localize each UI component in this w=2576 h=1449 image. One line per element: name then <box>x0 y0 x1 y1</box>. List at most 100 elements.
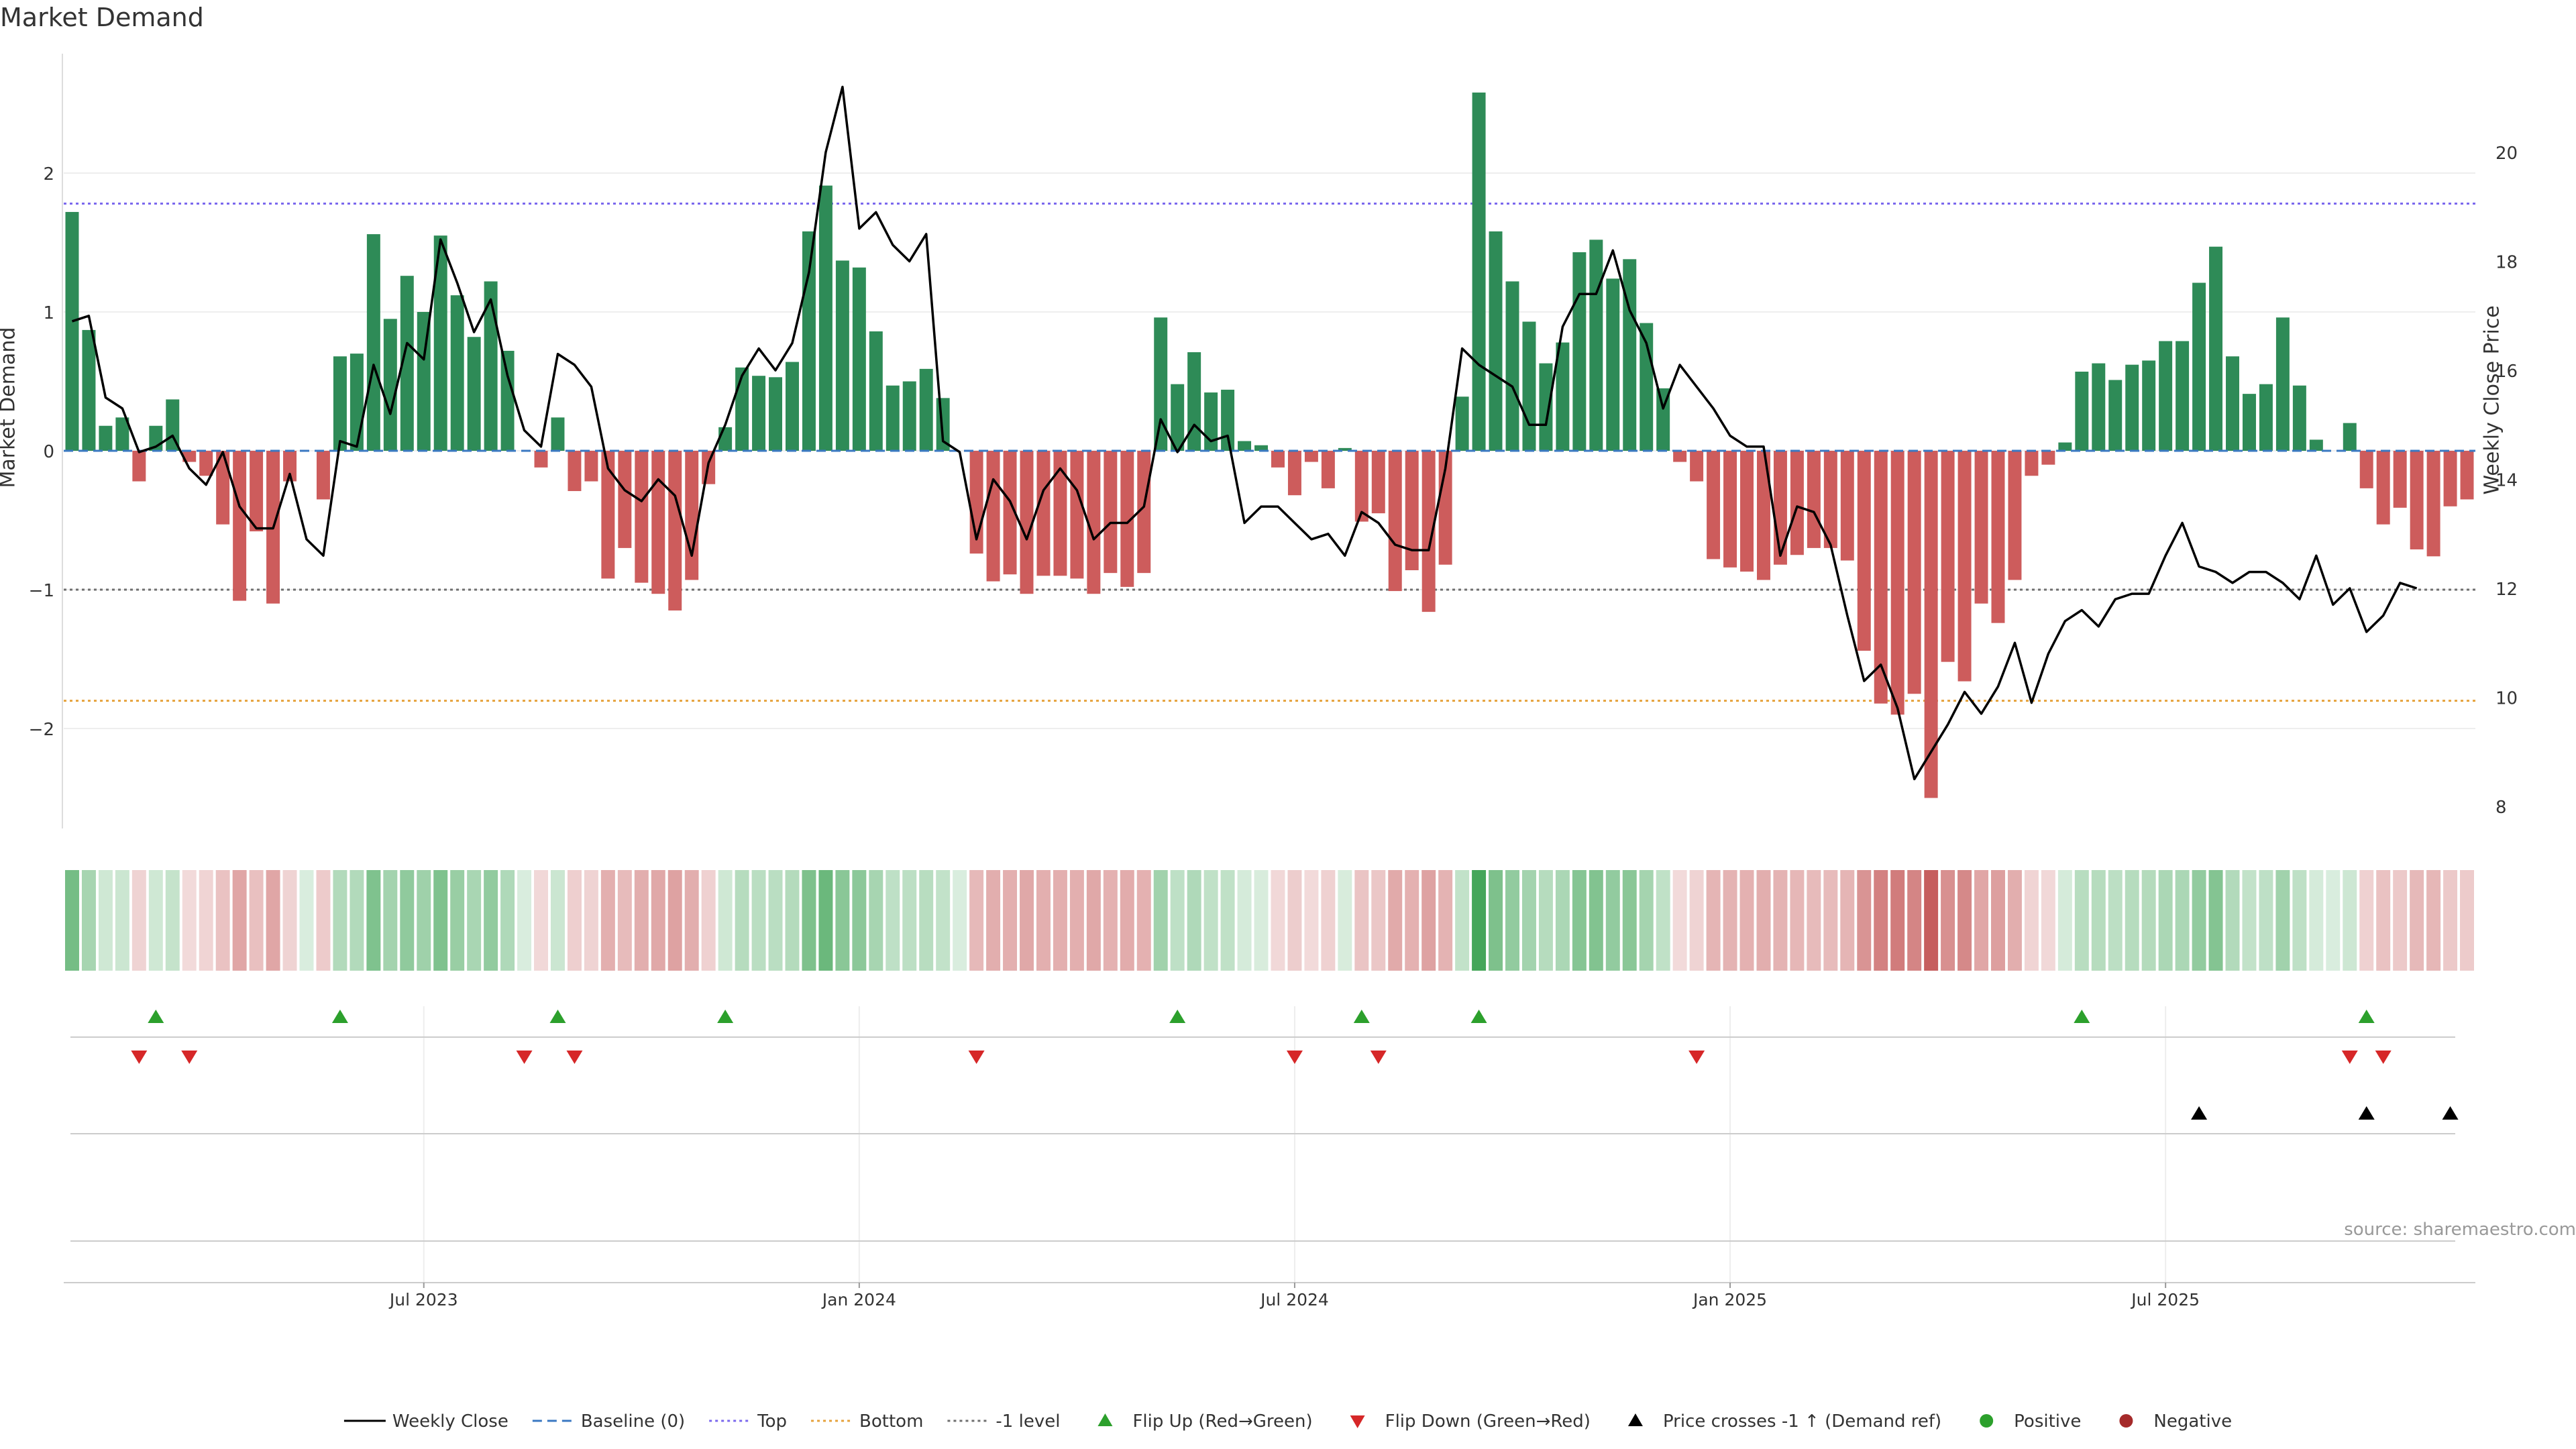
heat-cell <box>98 870 113 971</box>
flip-up-marker <box>1470 1010 1487 1023</box>
y-tick-right-label: 16 <box>2496 362 2518 382</box>
heat-cell <box>1890 870 1905 971</box>
heat-cell <box>1840 870 1855 971</box>
heat-cell <box>2057 870 2072 971</box>
demand-bar <box>1421 451 1436 612</box>
heat-cell <box>1472 870 1487 971</box>
heat-cell <box>1338 870 1352 971</box>
demand-bar <box>752 376 766 451</box>
demand-bar <box>1606 278 1620 451</box>
heat-cell <box>1053 870 1067 971</box>
heat-cell <box>1020 870 1034 971</box>
price-cross-marker <box>2191 1106 2208 1120</box>
heat-cell <box>1521 870 1536 971</box>
demand-bar <box>1957 451 1972 682</box>
legend-negative-symbol <box>2119 1414 2133 1428</box>
demand-bar <box>1874 451 1888 704</box>
heat-cell <box>1689 870 1704 971</box>
y-tick-left-label: 0 <box>43 442 54 462</box>
heat-cell <box>2309 870 2324 971</box>
heat-cell <box>450 870 465 971</box>
demand-bar <box>2092 363 2106 451</box>
heat-cell <box>2426 870 2441 971</box>
y-tick-left-label: −2 <box>29 720 54 740</box>
heat-cell <box>1170 870 1185 971</box>
heat-cell <box>2393 870 2408 971</box>
demand-bar <box>1572 252 1587 451</box>
demand-bar <box>885 385 900 451</box>
demand-bar <box>1707 451 1721 559</box>
demand-bar <box>735 367 749 451</box>
weekly-close-line <box>71 85 2418 781</box>
heat-cell <box>919 870 934 971</box>
heat-cell <box>1086 870 1101 971</box>
demand-bar <box>1823 451 1837 548</box>
heat-cell <box>1538 870 1553 971</box>
flip-up-marker <box>1353 1010 1370 1023</box>
heat-cell <box>2091 870 2106 971</box>
heat-cell <box>1304 870 1319 971</box>
flip-down-marker <box>131 1051 148 1064</box>
heat-cell <box>718 870 733 971</box>
demand-bar <box>1740 451 1754 572</box>
x-tick-label: Jul 2024 <box>1259 1290 1329 1309</box>
heat-cell <box>1589 870 1603 971</box>
demand-bar <box>1405 451 1419 571</box>
heat-cell <box>1924 870 1939 971</box>
demand-bar <box>417 312 431 451</box>
heat-cell <box>148 870 163 971</box>
demand-bar <box>65 211 79 451</box>
demand-bar <box>919 368 933 451</box>
heat-cell <box>1489 870 1503 971</box>
heat-cell <box>1572 870 1587 971</box>
demand-bar <box>1304 451 1318 462</box>
heat-cell <box>2208 870 2223 971</box>
demand-bar <box>1556 342 1570 451</box>
demand-bar <box>986 451 1000 582</box>
demand-bar <box>333 356 347 451</box>
heat-cell <box>65 870 79 971</box>
demand-bar <box>786 362 799 451</box>
y-tick-right-label: 14 <box>2496 471 2518 491</box>
heat-cell <box>266 870 280 971</box>
heat-cell <box>902 870 917 971</box>
heat-cell <box>2359 870 2374 971</box>
demand-bar <box>1338 447 1352 451</box>
heat-cell <box>1622 870 1637 971</box>
heat-cell <box>215 870 230 971</box>
y-tick-left-label: 1 <box>43 303 54 323</box>
demand-bar <box>2292 385 2306 451</box>
heat-cell <box>2443 870 2458 971</box>
demand-bar <box>383 319 397 451</box>
demand-bar <box>1472 92 1486 451</box>
demand-bar <box>1756 451 1770 580</box>
heat-cell <box>667 870 682 971</box>
heat-cell <box>584 870 598 971</box>
heat-cell <box>2007 870 2022 971</box>
y-tick-left-label: 2 <box>43 164 54 184</box>
heat-cell <box>1656 870 1670 971</box>
heat-cell <box>701 870 716 971</box>
heat-cell <box>1555 870 1570 971</box>
heat-cell <box>131 870 146 971</box>
heat-cell <box>1321 870 1336 971</box>
heat-cell <box>366 870 381 971</box>
demand-bar <box>1723 451 1737 568</box>
heat-cell <box>1153 870 1168 971</box>
flip-down-marker <box>968 1051 985 1064</box>
legend-price-cross-symbol <box>1627 1413 1643 1426</box>
y-tick-left-label: −1 <box>29 581 54 601</box>
demand-bar <box>2176 341 2190 451</box>
y-tick-right-label: 18 <box>2496 253 2518 273</box>
demand-bar <box>651 451 665 594</box>
heat-cell <box>316 870 331 971</box>
heat-cell <box>1639 870 1654 971</box>
demand-bar <box>132 451 146 482</box>
demand-bar <box>1589 239 1603 451</box>
demand-bar <box>1070 451 1084 579</box>
heat-cell <box>2343 870 2357 971</box>
heat-cell <box>634 870 649 971</box>
demand-bar <box>601 451 615 579</box>
demand-bar <box>2192 282 2206 451</box>
